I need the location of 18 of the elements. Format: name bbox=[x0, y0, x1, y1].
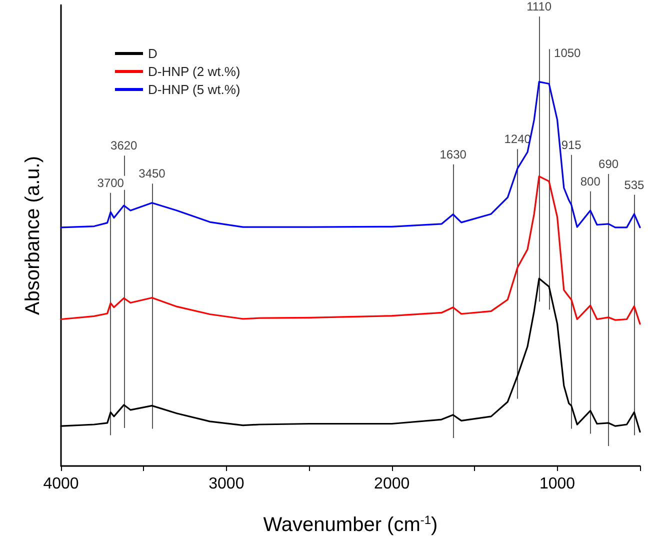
ref-line-label: 1110 bbox=[526, 0, 552, 14]
x-tick-label: 4000 bbox=[43, 476, 79, 492]
x-tick-label: 2000 bbox=[374, 476, 410, 492]
ref-line-label: 3620 bbox=[110, 138, 138, 153]
legend-label: D-HNP (2 wt.%) bbox=[148, 64, 240, 79]
ref-line-label: 535 bbox=[624, 178, 645, 192]
ref-line-label: 915 bbox=[561, 138, 582, 152]
legend-label: D bbox=[148, 46, 158, 61]
legend-label: D-HNP (5 wt.%) bbox=[148, 82, 240, 97]
ref-line-label: 690 bbox=[598, 157, 619, 172]
x-tick-label: 1000 bbox=[539, 476, 576, 492]
ref-line-label: 1050 bbox=[554, 46, 582, 60]
ref-line-label: 3450 bbox=[138, 166, 166, 181]
ref-line-label: 3700 bbox=[97, 176, 124, 190]
ref-line-label: 1630 bbox=[440, 147, 467, 162]
ref-line-label: 800 bbox=[580, 174, 601, 188]
y-axis-title: Absorbance (a.u.) bbox=[22, 156, 44, 315]
x-tick-label: 3000 bbox=[208, 476, 244, 492]
